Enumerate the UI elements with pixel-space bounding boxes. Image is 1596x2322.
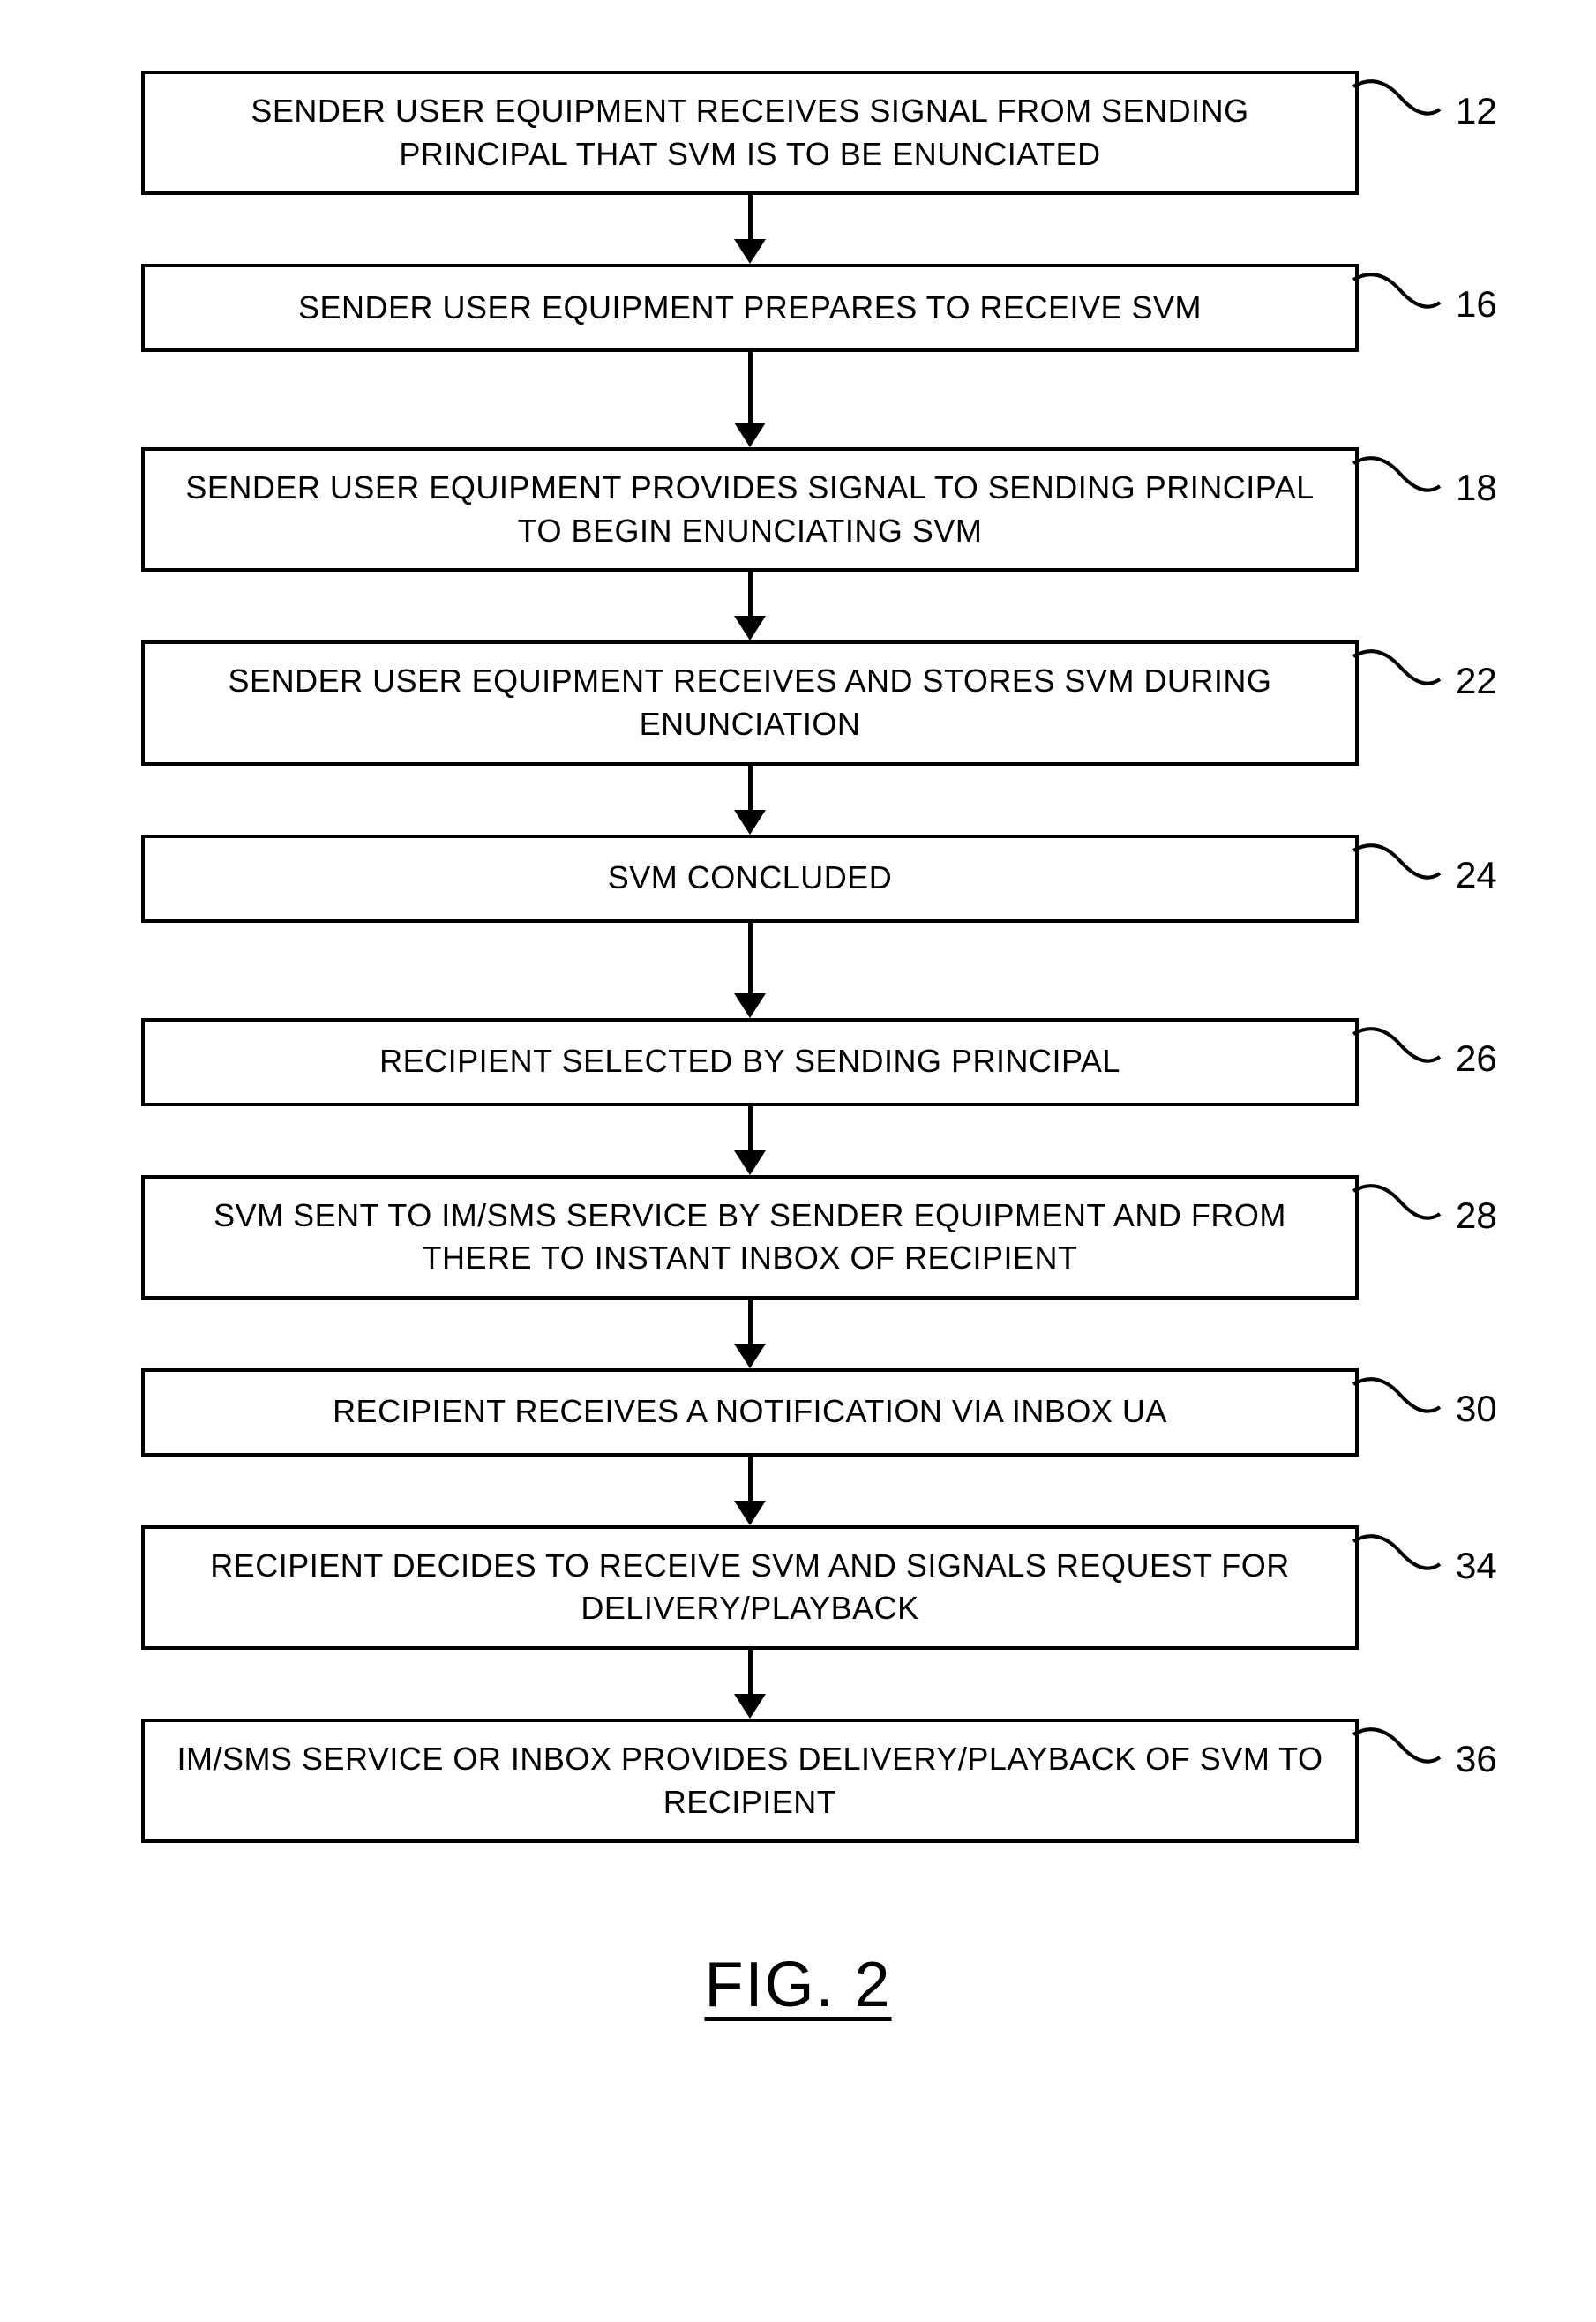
flowchart-step-number: 18 (1456, 467, 1497, 509)
flowchart-arrow (53, 572, 1543, 640)
connector-curve (1352, 71, 1449, 132)
connector-curve (1352, 447, 1449, 509)
flowchart-box: SENDER USER EQUIPMENT RECEIVES SIGNAL FR… (141, 71, 1359, 195)
flowchart-arrow (53, 1300, 1543, 1368)
flowchart-arrow (53, 1650, 1543, 1719)
flowchart-step-number: 34 (1456, 1545, 1497, 1587)
connector-curve (1352, 1018, 1449, 1080)
flowchart-step-number: 28 (1456, 1195, 1497, 1237)
flowchart-box: SENDER USER EQUIPMENT PREPARES TO RECEIV… (141, 264, 1359, 352)
flowchart-step: RECIPIENT RECEIVES A NOTIFICATION VIA IN… (53, 1368, 1543, 1457)
flowchart-arrow (53, 195, 1543, 264)
flowchart-step: IM/SMS SERVICE OR INBOX PROVIDES DELIVER… (53, 1719, 1543, 1843)
flowchart-step-number: 30 (1456, 1388, 1497, 1430)
connector-curve (1352, 835, 1449, 896)
flowchart-step-number: 24 (1456, 854, 1497, 896)
connector-curve (1352, 640, 1449, 702)
flowchart-step: SENDER USER EQUIPMENT RECEIVES AND STORE… (53, 640, 1543, 765)
flowchart-step: RECIPIENT DECIDES TO RECEIVE SVM AND SIG… (53, 1525, 1543, 1650)
flowchart-container: SENDER USER EQUIPMENT RECEIVES SIGNAL FR… (53, 71, 1543, 1843)
flowchart-box: SENDER USER EQUIPMENT PROVIDES SIGNAL TO… (141, 447, 1359, 572)
flowchart-step: SENDER USER EQUIPMENT PROVIDES SIGNAL TO… (53, 447, 1543, 572)
flowchart-box: IM/SMS SERVICE OR INBOX PROVIDES DELIVER… (141, 1719, 1359, 1843)
flowchart-box: RECIPIENT DECIDES TO RECEIVE SVM AND SIG… (141, 1525, 1359, 1650)
flowchart-step-number: 26 (1456, 1037, 1497, 1080)
flowchart-box: SVM SENT TO IM/SMS SERVICE BY SENDER EQU… (141, 1175, 1359, 1300)
flowchart-step-number: 16 (1456, 283, 1497, 326)
flowchart-step: SVM CONCLUDED 24 (53, 835, 1543, 923)
connector-curve (1352, 1175, 1449, 1237)
flowchart-arrow (53, 766, 1543, 835)
flowchart-step: RECIPIENT SELECTED BY SENDING PRINCIPAL 2… (53, 1018, 1543, 1106)
flowchart-box: RECIPIENT RECEIVES A NOTIFICATION VIA IN… (141, 1368, 1359, 1457)
flowchart-step: SVM SENT TO IM/SMS SERVICE BY SENDER EQU… (53, 1175, 1543, 1300)
connector-curve (1352, 1719, 1449, 1780)
flowchart-box: RECIPIENT SELECTED BY SENDING PRINCIPAL (141, 1018, 1359, 1106)
flowchart-step-number: 36 (1456, 1738, 1497, 1780)
flowchart-arrow (53, 352, 1543, 447)
flowchart-step: SENDER USER EQUIPMENT RECEIVES SIGNAL FR… (53, 71, 1543, 195)
connector-curve (1352, 264, 1449, 326)
flowchart-step-number: 12 (1456, 90, 1497, 132)
flowchart-box: SVM CONCLUDED (141, 835, 1359, 923)
flowchart-step: SENDER USER EQUIPMENT PREPARES TO RECEIV… (53, 264, 1543, 352)
flowchart-box: SENDER USER EQUIPMENT RECEIVES AND STORE… (141, 640, 1359, 765)
flowchart-arrow (53, 1457, 1543, 1525)
figure-label: FIG. 2 (53, 1949, 1543, 2021)
connector-curve (1352, 1368, 1449, 1430)
connector-curve (1352, 1525, 1449, 1587)
flowchart-arrow (53, 1106, 1543, 1175)
flowchart-arrow (53, 923, 1543, 1018)
flowchart-step-number: 22 (1456, 660, 1497, 702)
